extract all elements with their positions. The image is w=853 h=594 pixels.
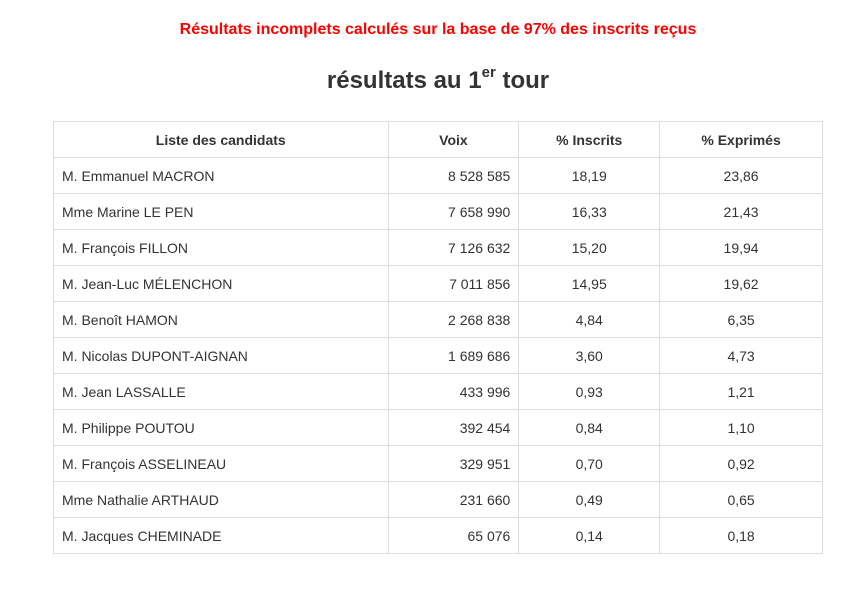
table-row: Mme Marine LE PEN 7 658 990 16,33 21,43: [53, 193, 823, 230]
table-header-row: Liste des candidats Voix % Inscrits % Ex…: [53, 121, 823, 158]
header-pct-expressed: % Exprimés: [659, 121, 823, 158]
candidate-name: M. Jean LASSALLE: [53, 373, 389, 410]
pct-registered: 0,49: [518, 481, 661, 518]
page-title: résultats au 1er tour: [0, 64, 853, 95]
pct-expressed: 0,92: [659, 445, 823, 482]
pct-expressed: 6,35: [659, 301, 823, 338]
table-row: M. Benoît HAMON 2 268 838 4,84 6,35: [53, 301, 823, 338]
votes: 2 268 838: [387, 301, 520, 338]
pct-expressed: 19,62: [659, 265, 823, 302]
title-superscript: er: [481, 64, 496, 81]
pct-expressed: 1,10: [659, 409, 823, 446]
header-candidates: Liste des candidats: [53, 121, 389, 158]
pct-registered: 16,33: [518, 193, 661, 230]
votes: 392 454: [387, 409, 520, 446]
table-row: M. Nicolas DUPONT-AIGNAN 1 689 686 3,60 4,7…: [53, 337, 823, 374]
candidate-name: M. Philippe POUTOU: [53, 409, 389, 446]
table-row: M. François FILLON 7 126 632 15,20 19,94: [53, 229, 823, 266]
title-text-rest: tour: [495, 67, 550, 94]
title-text: résultats au 1: [326, 67, 482, 94]
pct-expressed: 23,86: [659, 157, 823, 194]
pct-registered: 18,19: [518, 157, 661, 194]
table-row: M. Philippe POUTOU 392 454 0,84 1,10: [53, 409, 823, 446]
pct-expressed: 0,65: [659, 481, 823, 518]
table-row: M. Jean-Luc MÉLENCHON 7 011 856 14,95 19,62: [53, 265, 823, 302]
votes: 7 011 856: [387, 265, 520, 302]
table-row: M. Jean LASSALLE 433 996 0,93 1,21: [53, 373, 823, 410]
pct-expressed: 4,73: [659, 337, 823, 374]
pct-registered: 0,93: [518, 373, 661, 410]
votes: 433 996: [387, 373, 520, 410]
results-table: Liste des candidats Voix % Inscrits % Ex…: [53, 121, 823, 554]
pct-registered: 4,84: [518, 301, 661, 338]
votes: 7 658 990: [387, 193, 520, 230]
table-row: Mme Nathalie ARTHAUD 231 660 0,49 0,65: [53, 481, 823, 518]
candidate-name: M. Emmanuel MACRON: [53, 157, 389, 194]
candidate-name: M. Jacques CHEMINADE: [53, 517, 389, 554]
candidate-name: M. Nicolas DUPONT-AIGNAN: [53, 337, 389, 374]
pct-registered: 0,84: [518, 409, 661, 446]
pct-expressed: 21,43: [659, 193, 823, 230]
header-votes: Voix: [387, 121, 520, 158]
pct-registered: 3,60: [518, 337, 661, 374]
table-row: M. François ASSELINEAU 329 951 0,70 0,92: [53, 445, 823, 482]
pct-registered: 14,95: [518, 265, 661, 302]
candidate-name: Mme Marine LE PEN: [53, 193, 389, 230]
header-pct-registered: % Inscrits: [518, 121, 661, 158]
candidate-name: M. François FILLON: [53, 229, 389, 266]
candidate-name: M. François ASSELINEAU: [53, 445, 389, 482]
votes: 231 660: [387, 481, 520, 518]
pct-expressed: 0,18: [659, 517, 823, 554]
candidate-name: M. Benoît HAMON: [53, 301, 389, 338]
pct-registered: 0,14: [518, 517, 661, 554]
pct-registered: 15,20: [518, 229, 661, 266]
votes: 1 689 686: [387, 337, 520, 374]
votes: 65 076: [387, 517, 520, 554]
table-row: M. Emmanuel MACRON 8 528 585 18,19 23,86: [53, 157, 823, 194]
pct-expressed: 19,94: [659, 229, 823, 266]
incomplete-results-warning: Résultats incomplets calculés sur la bas…: [179, 21, 697, 38]
pct-expressed: 1,21: [659, 373, 823, 410]
votes: 329 951: [387, 445, 520, 482]
table-row: M. Jacques CHEMINADE 65 076 0,14 0,18: [53, 517, 823, 554]
candidate-name: M. Jean-Luc MÉLENCHON: [53, 265, 389, 302]
pct-registered: 0,70: [518, 445, 661, 482]
votes: 7 126 632: [387, 229, 520, 266]
votes: 8 528 585: [387, 157, 520, 194]
candidate-name: Mme Nathalie ARTHAUD: [53, 481, 389, 518]
